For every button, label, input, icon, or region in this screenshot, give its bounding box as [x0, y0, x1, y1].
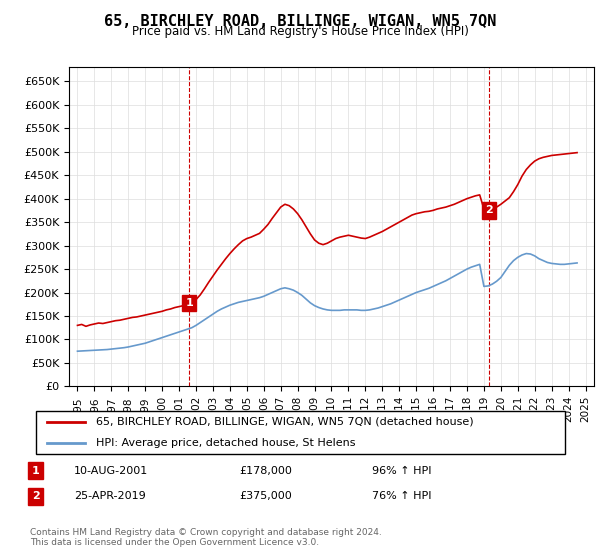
- Text: 1: 1: [185, 298, 193, 308]
- Text: £178,000: £178,000: [240, 465, 293, 475]
- Text: 2: 2: [32, 491, 40, 501]
- FancyBboxPatch shape: [35, 411, 565, 454]
- Text: Contains HM Land Registry data © Crown copyright and database right 2024.
This d: Contains HM Land Registry data © Crown c…: [30, 528, 382, 547]
- Text: 96% ↑ HPI: 96% ↑ HPI: [372, 465, 432, 475]
- Text: 65, BIRCHLEY ROAD, BILLINGE, WIGAN, WN5 7QN: 65, BIRCHLEY ROAD, BILLINGE, WIGAN, WN5 …: [104, 14, 496, 29]
- Text: HPI: Average price, detached house, St Helens: HPI: Average price, detached house, St H…: [96, 438, 356, 448]
- Text: 2: 2: [485, 206, 493, 216]
- Text: 65, BIRCHLEY ROAD, BILLINGE, WIGAN, WN5 7QN (detached house): 65, BIRCHLEY ROAD, BILLINGE, WIGAN, WN5 …: [96, 417, 474, 427]
- Text: Price paid vs. HM Land Registry's House Price Index (HPI): Price paid vs. HM Land Registry's House …: [131, 25, 469, 38]
- Text: 76% ↑ HPI: 76% ↑ HPI: [372, 491, 432, 501]
- Text: 25-APR-2019: 25-APR-2019: [74, 491, 146, 501]
- Text: 10-AUG-2001: 10-AUG-2001: [74, 465, 148, 475]
- Text: 1: 1: [32, 465, 40, 475]
- Text: £375,000: £375,000: [240, 491, 293, 501]
